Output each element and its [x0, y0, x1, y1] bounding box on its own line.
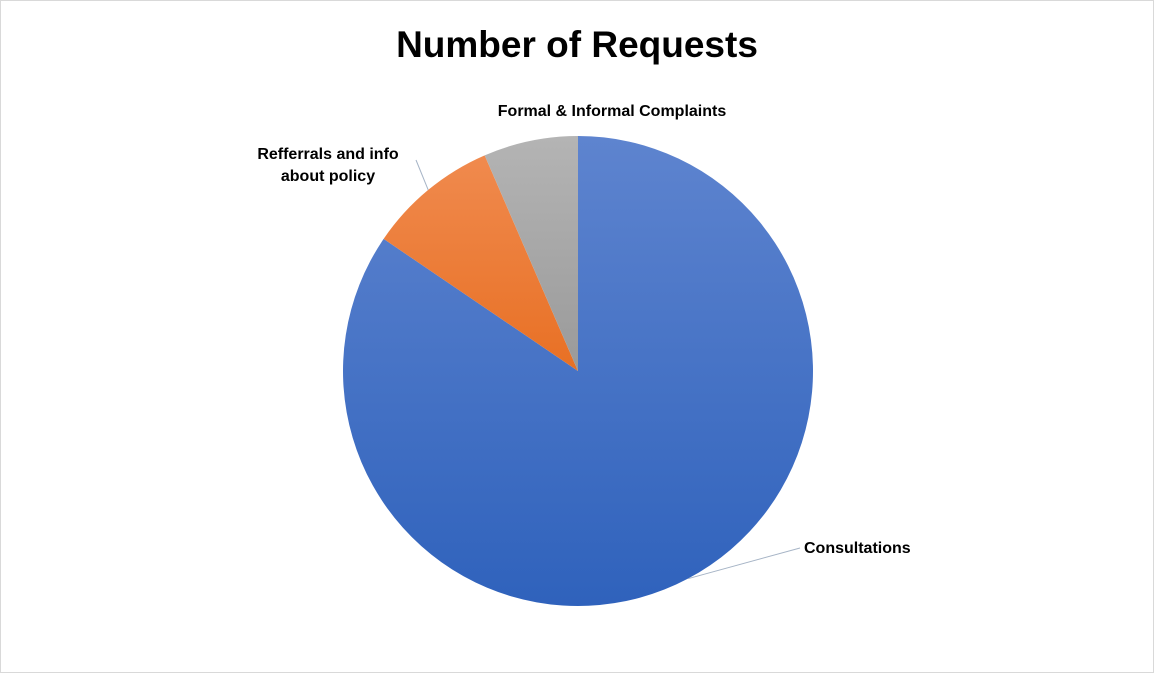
data-label-refferrals-and-info-about-policy: Refferrals and info about policy — [257, 146, 399, 185]
pie-slices — [342, 136, 813, 606]
chart-title: Number of Requests — [396, 24, 758, 65]
pie-slice-refferrals-and-info-about-policy — [383, 155, 578, 371]
data-label-consultations: Consultations — [804, 540, 911, 557]
pie-slice-consultations — [342, 136, 813, 606]
pie-slice-formal-informal-complaints — [484, 136, 578, 371]
leader-lines — [415, 159, 801, 580]
data-labels: Consultations Refferrals and info about po… — [257, 103, 910, 557]
leader-line-refferrals-and-info-about-policy — [415, 159, 429, 191]
leader-line-consultations — [687, 547, 801, 580]
data-label-formal-informal-complaints: Formal & Informal Complaints — [498, 103, 727, 120]
